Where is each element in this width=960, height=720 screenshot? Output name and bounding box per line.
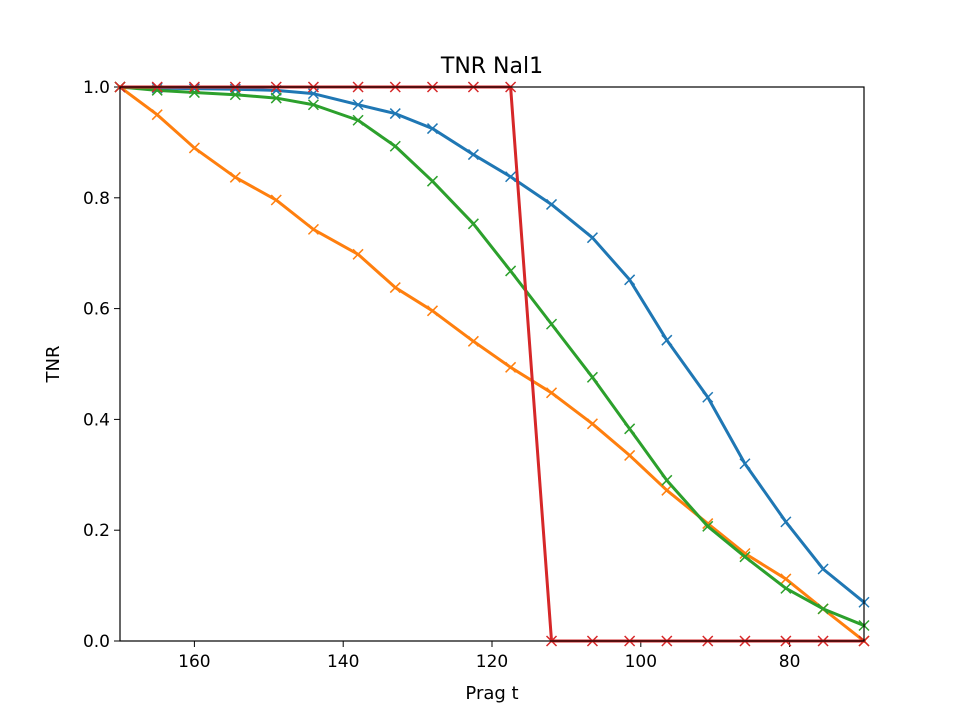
data-point-orange	[624, 449, 636, 461]
plot-frame	[119, 86, 865, 642]
data-point-blue	[661, 334, 673, 346]
series-green	[114, 81, 870, 632]
data-point-blue	[780, 516, 792, 528]
data-point-green	[780, 582, 792, 594]
data-point-green	[426, 175, 439, 187]
y-axis-label: TNR	[43, 346, 64, 384]
data-point-green	[307, 99, 319, 111]
data-point-orange	[270, 194, 282, 206]
x-tick-label: 100	[625, 652, 657, 672]
x-tick-label: 160	[178, 652, 210, 672]
data-point-green	[739, 551, 751, 563]
data-point-orange	[151, 109, 163, 121]
data-point-blue	[586, 232, 598, 244]
y-tick-label: 0.4	[83, 410, 110, 430]
x-axis-label: Prag t	[465, 683, 518, 704]
x-tick-label: 120	[476, 652, 508, 672]
series-blue	[114, 81, 870, 608]
data-point-blue	[426, 123, 439, 135]
data-point-blue	[624, 274, 636, 286]
data-point-blue	[739, 458, 751, 470]
data-point-orange	[545, 387, 558, 399]
data-point-blue	[545, 198, 558, 210]
data-point-orange	[188, 142, 200, 154]
data-point-green	[389, 140, 401, 152]
data-point-orange	[229, 171, 241, 183]
data-point-orange	[505, 361, 517, 373]
x-axis-ticks: 160 140 120 100 80	[178, 641, 800, 672]
data-point-blue	[817, 563, 829, 575]
data-point-green	[661, 474, 673, 486]
series-line-green	[118, 85, 866, 628]
data-point-orange	[352, 248, 364, 260]
chart-title: TNR Nal1	[440, 54, 543, 79]
data-point-blue	[505, 171, 517, 183]
data-point-green	[352, 114, 364, 126]
data-point-green	[270, 92, 282, 104]
data-point-blue	[467, 149, 479, 161]
series-line-orange	[117, 84, 867, 644]
data-point-orange	[739, 547, 751, 559]
x-tick-label: 80	[779, 652, 801, 672]
y-axis-ticks: 0.0 0.2 0.4 0.6 0.8 1.0	[83, 78, 120, 652]
data-point-green	[505, 265, 517, 277]
data-point-orange	[307, 223, 319, 235]
y-tick-label: 1.0	[83, 78, 110, 98]
data-point-green	[817, 603, 829, 615]
data-point-green	[624, 423, 636, 435]
y-tick-label: 0.0	[83, 632, 110, 652]
y-tick-label: 0.8	[83, 189, 110, 209]
y-tick-label: 0.6	[83, 300, 110, 320]
data-point-orange	[389, 282, 401, 294]
data-point-green	[188, 87, 200, 99]
data-point-orange	[586, 418, 598, 430]
data-point-orange	[467, 335, 479, 347]
y-tick-label: 0.2	[83, 521, 110, 541]
data-point-orange	[702, 518, 714, 530]
data-point-blue	[352, 99, 364, 111]
data-point-orange	[426, 305, 439, 317]
data-point-green	[545, 318, 558, 330]
data-point-blue	[389, 108, 401, 120]
data-point-green	[229, 89, 241, 101]
data-point-green	[702, 520, 714, 532]
data-point-green	[467, 218, 479, 230]
data-point-orange	[661, 484, 673, 496]
series-line-blue	[118, 85, 867, 605]
data-point-orange	[780, 573, 792, 585]
series-orange	[114, 81, 870, 647]
data-point-blue	[702, 391, 714, 403]
data-point-green	[586, 371, 598, 383]
x-tick-label: 140	[327, 652, 359, 672]
